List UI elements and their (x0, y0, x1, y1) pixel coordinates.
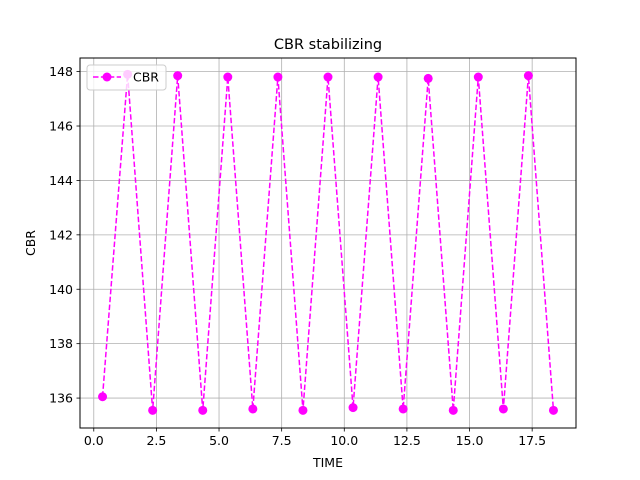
x-tick-label: 5.0 (209, 433, 229, 448)
y-tick-label: 146 (49, 119, 73, 134)
plot-frame (79, 57, 577, 429)
data-point (223, 72, 233, 82)
tick-layer: 0.0 2.5 5.0 7.5 10.0 12.5 15.0 17.5 136 138 140 142… (49, 64, 546, 448)
legend-box (86, 64, 167, 91)
x-tick-label: 2.5 (146, 433, 166, 448)
data-point (548, 405, 558, 415)
data-point (248, 404, 258, 414)
legend-label-cbr: CBR (133, 70, 159, 85)
y-tick-label: 148 (49, 64, 73, 79)
x-tick-label: 17.5 (518, 433, 546, 448)
data-point (373, 72, 383, 82)
legend: CBR (86, 64, 167, 91)
plot-area-background (80, 58, 576, 428)
x-tick-label: 15.0 (456, 433, 484, 448)
data-point (448, 405, 458, 415)
legend-marker-swatch (102, 72, 112, 82)
data-point (148, 405, 158, 415)
data-point (173, 71, 183, 81)
data-point (523, 71, 533, 81)
data-point (98, 392, 108, 402)
data-point (198, 405, 208, 415)
data-point (273, 72, 283, 82)
y-tick-label: 140 (49, 282, 73, 297)
data-point (423, 73, 433, 83)
y-axis-label: CBR (23, 230, 38, 256)
data-point (348, 403, 358, 413)
y-tick-label: 142 (49, 227, 73, 242)
x-tick-label: 12.5 (393, 433, 421, 448)
series-layer (98, 69, 558, 415)
x-axis-label: TIME (312, 455, 343, 470)
data-point (473, 72, 483, 82)
data-point (398, 404, 408, 414)
y-tick-label: 138 (49, 336, 73, 351)
x-tick-label: 10.0 (330, 433, 358, 448)
data-point (323, 72, 333, 82)
y-tick-label: 144 (49, 173, 73, 188)
y-tick-label: 136 (49, 391, 73, 406)
x-tick-label: 7.5 (272, 433, 292, 448)
data-point (498, 404, 508, 414)
chart-title: CBR stabilizing (274, 37, 382, 53)
data-point (298, 405, 308, 415)
x-tick-label: 0.0 (84, 433, 104, 448)
